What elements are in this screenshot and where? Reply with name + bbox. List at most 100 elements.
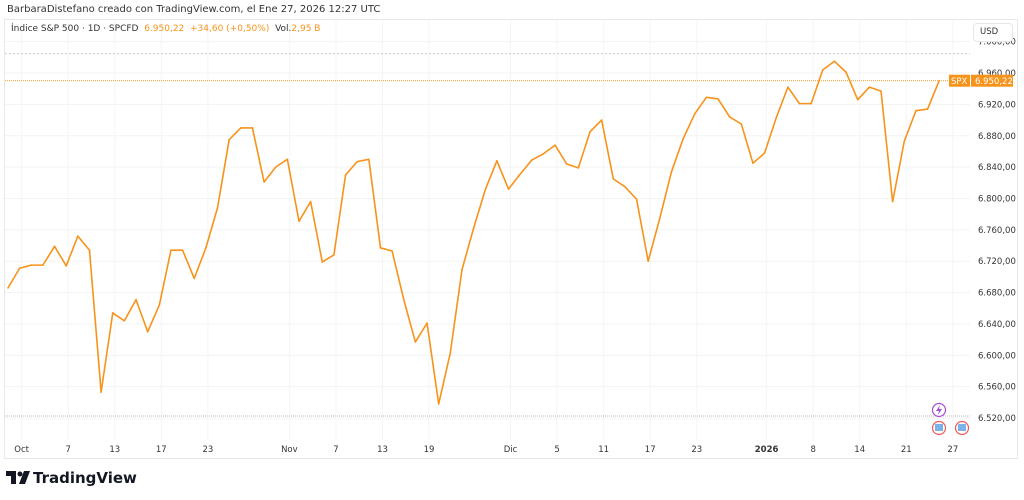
symbol-name: Índice S&P 500 · 1D · SPCFD (11, 24, 139, 34)
price-segment (635, 198, 650, 263)
y-tick-label: 6.600,00 (978, 351, 1016, 361)
price-segment (298, 200, 312, 223)
price-segment (659, 171, 673, 219)
x-tick-label: 27 (947, 445, 958, 455)
price-segment (787, 86, 801, 105)
x-tick-label: 21 (901, 445, 912, 455)
chart-credit: BarbaraDistefano creado con TradingView.… (7, 4, 381, 15)
price-segment (542, 144, 556, 155)
price-segment (449, 269, 463, 354)
lightning-glyph-icon (936, 405, 942, 415)
price-segment (845, 71, 859, 101)
x-tick-label: 7 (65, 445, 70, 455)
price-tag-value: 6.950,22 (975, 77, 1013, 87)
x-tick-label: 8 (810, 445, 815, 455)
price-segment (577, 131, 591, 169)
price-segment (123, 298, 137, 322)
price-segment (228, 127, 242, 141)
price-segment (903, 109, 917, 143)
price-segment (344, 160, 359, 176)
price-segment (251, 127, 265, 183)
price-segment (437, 352, 452, 405)
price-segment (472, 189, 487, 230)
x-tick-label: 2026 (755, 445, 779, 455)
price-segment (100, 312, 114, 393)
x-tick-label: 13 (377, 445, 388, 455)
price-segment (880, 90, 894, 203)
y-tick-label: 6.840,00 (978, 163, 1016, 173)
price-segment (286, 158, 300, 223)
tradingview-logo: TradingView (6, 469, 137, 487)
price-segment (693, 96, 708, 115)
y-tick-label: 6.960,00 (978, 69, 1016, 79)
y-tick-label: 6.560,00 (978, 383, 1016, 393)
price-segment (181, 249, 196, 280)
price-segment (740, 123, 754, 164)
price-tag-bg (971, 74, 1013, 87)
currency-button[interactable]: USD (973, 23, 1013, 42)
symbol-legend: Índice S&P 500 · 1D · SPCFD 6.950,22 +34… (11, 24, 320, 34)
price-segment (402, 298, 417, 343)
x-tick-label: 14 (854, 445, 865, 455)
price-segment (414, 322, 428, 343)
y-tick-label: 6.920,00 (978, 100, 1016, 110)
price-segment (705, 96, 719, 100)
price-segment (53, 245, 67, 267)
x-tick-label: 5 (554, 445, 559, 455)
price-segment (111, 312, 126, 322)
price-segment (18, 264, 33, 270)
price-segment (42, 245, 56, 266)
y-tick-label: 6.760,00 (978, 226, 1016, 236)
price-segment (356, 158, 370, 163)
price-segment (682, 113, 696, 140)
price-segment (77, 235, 91, 252)
price-segment (426, 322, 440, 405)
price-segment (321, 254, 335, 263)
tradingview-logo-icon (6, 471, 30, 484)
x-tick-label: 23 (691, 445, 702, 455)
price-segment (833, 60, 847, 74)
price-segment (216, 138, 230, 209)
price-segment (7, 267, 21, 289)
price-segment (891, 140, 906, 203)
x-tick-label: Dic (504, 445, 518, 455)
price-segment (624, 185, 638, 201)
price-segment (612, 178, 626, 188)
price-segment (193, 247, 207, 280)
y-tick-label: 6.800,00 (978, 194, 1016, 204)
price-segment (554, 144, 568, 165)
price-change: +34,60 (+0,50%) (190, 24, 270, 34)
x-tick-label: Nov (281, 445, 298, 455)
price-segment (717, 98, 731, 118)
price-segment (274, 158, 289, 168)
price-segment (158, 249, 172, 306)
price-segment (530, 152, 545, 161)
x-tick-label: 19 (424, 445, 435, 455)
logo-text: TradingView (33, 469, 137, 487)
price-segment (461, 227, 475, 271)
price-segment (810, 69, 824, 105)
price-segment (775, 86, 789, 119)
x-tick-label: 23 (202, 445, 213, 455)
price-segment (309, 200, 324, 263)
y-tick-label: 6.880,00 (978, 132, 1016, 142)
price-segment (589, 119, 603, 133)
y-tick-label: 6.720,00 (978, 257, 1016, 267)
price-segment (915, 108, 929, 112)
price-segment (484, 160, 498, 191)
price-segment (600, 119, 615, 180)
price-segment (391, 250, 405, 301)
price-segment (868, 86, 882, 92)
flag-glyph-icon (958, 424, 966, 431)
price-segment (821, 60, 836, 71)
price-segment (926, 79, 941, 110)
price-segment (670, 138, 684, 173)
price-segment (146, 304, 161, 333)
price-segment (368, 158, 382, 249)
flag-glyph-icon (935, 424, 943, 431)
price-segment (519, 159, 533, 175)
price-segment (565, 163, 580, 169)
price-tag-ticker-bg (949, 74, 970, 87)
y-tick-label: 7.000,00 (978, 38, 1016, 48)
